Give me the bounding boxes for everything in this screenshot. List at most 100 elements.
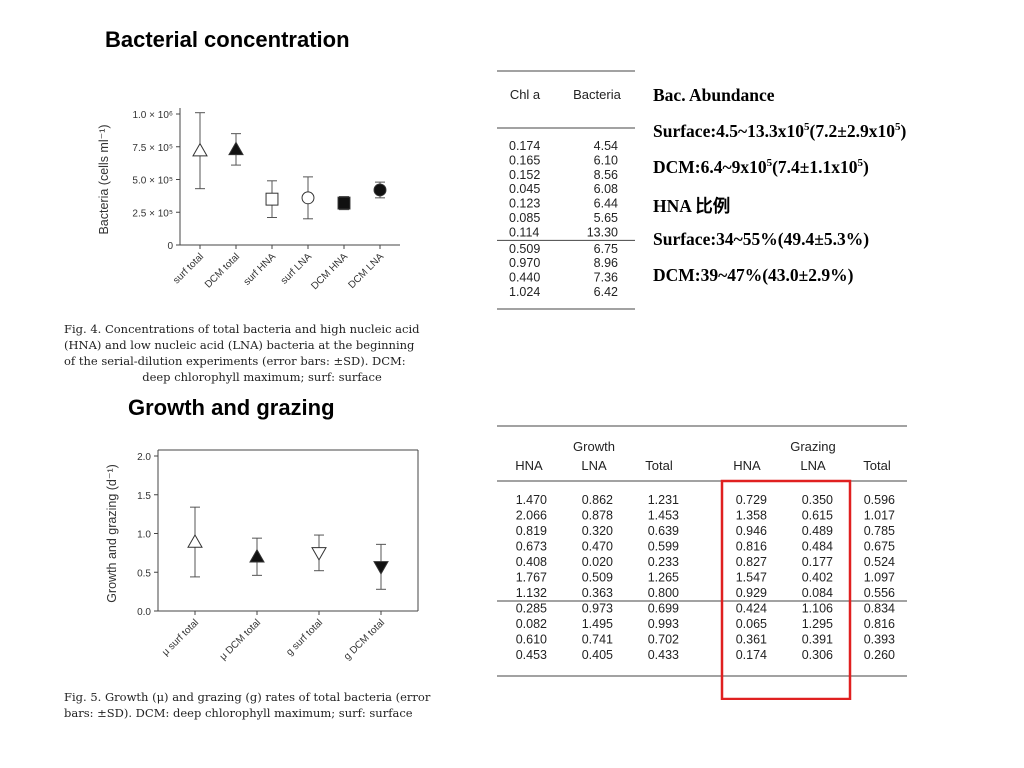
data-marker bbox=[337, 196, 351, 210]
note-text: Surface:4.5~13.3x10 bbox=[653, 121, 805, 141]
table-cell: 1.453 bbox=[648, 509, 679, 523]
table-cell: 0.174 bbox=[509, 139, 540, 153]
fig4-caption: Fig. 4. Concentrations of total bacteria… bbox=[64, 321, 460, 385]
note-line: HNA 比例 bbox=[653, 196, 731, 216]
table-cell: 0.599 bbox=[648, 540, 679, 554]
y-tick-label: 2.0 bbox=[137, 452, 151, 463]
x-tick-label: DCM HNA bbox=[309, 251, 350, 292]
data-marker bbox=[311, 547, 327, 561]
growth-grazing-table-body: Growth Grazing HNA LNA Total HNA LNA Total 1.470… bbox=[497, 425, 907, 701]
table-cell: 0.165 bbox=[509, 153, 540, 167]
table-cell: 0.639 bbox=[648, 524, 679, 538]
x-tick-label: g DCM total bbox=[342, 617, 387, 662]
table-cell: 0.320 bbox=[582, 524, 613, 538]
heading-bacterial-concentration: Bacterial concentration bbox=[105, 27, 350, 52]
fig5-caption: Fig. 5. Growth (μ) and grazing (g) rates… bbox=[64, 689, 474, 721]
table-cell: 0.878 bbox=[582, 509, 613, 523]
table-cell: 0.065 bbox=[736, 617, 767, 631]
table-cell: 1.024 bbox=[509, 285, 540, 299]
abundance-notes: Bac. Abundance Surface:4.5~13.3x10 5 (7.2±2… bbox=[653, 85, 906, 301]
table-cell: 0.306 bbox=[802, 648, 833, 662]
y-tick-label: 7.5 × 10⁵ bbox=[132, 143, 173, 154]
note-superscript: 5 bbox=[857, 157, 864, 170]
table-cell: 0.350 bbox=[802, 493, 833, 507]
table-cell: 1.358 bbox=[736, 509, 767, 523]
table-cell: 1.547 bbox=[736, 571, 767, 585]
fig4-caption-line: Fig. 4. Concentrations of total bacteria… bbox=[64, 322, 420, 336]
y-tick-label: 0.0 bbox=[137, 607, 151, 618]
table-cell: 6.42 bbox=[594, 285, 618, 299]
x-tick-label: μ DCM total bbox=[218, 617, 263, 662]
table-cell: 1.132 bbox=[516, 586, 547, 600]
table-cell: 0.819 bbox=[516, 524, 547, 538]
data-marker bbox=[373, 561, 389, 575]
table-header: Chl a bbox=[510, 87, 541, 102]
table-header: Total bbox=[645, 458, 673, 473]
table-cell: 0.082 bbox=[516, 617, 547, 631]
table-cell: 6.08 bbox=[594, 182, 618, 196]
table-cell: 1.767 bbox=[516, 571, 547, 585]
x-tick-label: DCM total bbox=[203, 251, 242, 290]
table-cell: 1.470 bbox=[516, 493, 547, 507]
table-cell: 0.484 bbox=[802, 540, 833, 554]
table-cell: 0.470 bbox=[582, 540, 613, 554]
table-cell: 0.174 bbox=[736, 648, 767, 662]
y-tick-label: 1.0 bbox=[137, 530, 151, 541]
table-cell: 0.233 bbox=[648, 555, 679, 569]
table-cell: 0.702 bbox=[648, 633, 679, 647]
table-cell: 0.993 bbox=[648, 617, 679, 631]
table-group-header: Growth bbox=[573, 439, 615, 454]
note-line: DCM:6.4~9x105(7.4±1.1x105) bbox=[653, 157, 906, 193]
table-cell: 0.973 bbox=[582, 602, 613, 616]
note-text: (7.2±2.9x10 bbox=[809, 121, 895, 141]
table-cell: 6.75 bbox=[594, 242, 618, 256]
chl-bacteria-table-body: Chl a Bacteria 0.174 4.54 0.165 6.10 0.152 8.56… bbox=[497, 70, 635, 310]
table-group-header: Grazing bbox=[790, 439, 836, 454]
table-cell: 1.097 bbox=[864, 571, 895, 585]
x-tick-label: surf total bbox=[171, 251, 206, 286]
table-cell: 0.020 bbox=[582, 555, 613, 569]
table-cell: 1.495 bbox=[582, 617, 613, 631]
fig4-caption-line: (HNA) and low nucleic acid (LNA) bacteri… bbox=[64, 338, 415, 352]
data-marker bbox=[228, 141, 244, 156]
table-cell: 0.408 bbox=[516, 555, 547, 569]
table-cell: 0.675 bbox=[864, 540, 895, 554]
x-tick-label: μ surf total bbox=[160, 617, 201, 658]
highlight-box bbox=[720, 479, 852, 701]
growth-grazing-table: Growth Grazing HNA LNA Total HNA LNA Total 1.470… bbox=[497, 425, 907, 703]
data-marker bbox=[265, 192, 279, 206]
fig5-chart: 0.0 0.5 1.0 1.5 2.0 Growth and grazing (d⁻¹) μ… bbox=[105, 449, 419, 663]
x-tick-label: surf HNA bbox=[242, 251, 279, 288]
data-marker bbox=[373, 183, 387, 197]
table-cell: 6.10 bbox=[594, 153, 618, 167]
table-cell: 0.556 bbox=[864, 586, 895, 600]
y-tick-label: 1.0 × 10⁶ bbox=[132, 110, 173, 121]
note-line: Bac. Abundance bbox=[653, 85, 775, 105]
table-cell: 0.615 bbox=[802, 509, 833, 523]
table-cell: 0.361 bbox=[736, 633, 767, 647]
note-line: DCM:39~47%(43.0±2.9%) bbox=[653, 265, 854, 285]
x-tick-label: surf LNA bbox=[279, 251, 315, 287]
note-text: DCM:6.4~9x10 bbox=[653, 157, 767, 177]
chl-bacteria-table: Chl a Bacteria 0.174 4.54 0.165 6.10 0.152 8.56… bbox=[497, 70, 635, 348]
table-cell: 8.56 bbox=[594, 168, 618, 182]
table-cell: 1.106 bbox=[802, 602, 833, 616]
table-cell: 0.524 bbox=[864, 555, 895, 569]
table-cell: 0.440 bbox=[509, 271, 540, 285]
table-cell: 4.54 bbox=[594, 139, 618, 153]
fig5-caption-line: bars: ±SD). DCM: deep chlorophyll maximu… bbox=[64, 706, 413, 720]
note-line: Surface:34~55%(49.4±5.3%) bbox=[653, 229, 870, 249]
y-tick-label: 0.5 bbox=[137, 568, 151, 579]
table-header: LNA bbox=[581, 458, 607, 473]
table-cell: 0.929 bbox=[736, 586, 767, 600]
table-cell: 0.045 bbox=[509, 182, 540, 196]
note-text: (7.4±1.1x10 bbox=[772, 157, 858, 177]
table-cell: 1.231 bbox=[648, 493, 679, 507]
table-header: LNA bbox=[800, 458, 826, 473]
data-marker bbox=[192, 142, 208, 157]
table-cell: 0.114 bbox=[509, 225, 539, 239]
table-cell: 1.017 bbox=[864, 509, 895, 523]
fig4-caption-line: deep chlorophyll maximum; surf: surface bbox=[142, 370, 382, 384]
table-cell: 1.265 bbox=[648, 571, 679, 585]
table-cell: 0.862 bbox=[582, 493, 613, 507]
